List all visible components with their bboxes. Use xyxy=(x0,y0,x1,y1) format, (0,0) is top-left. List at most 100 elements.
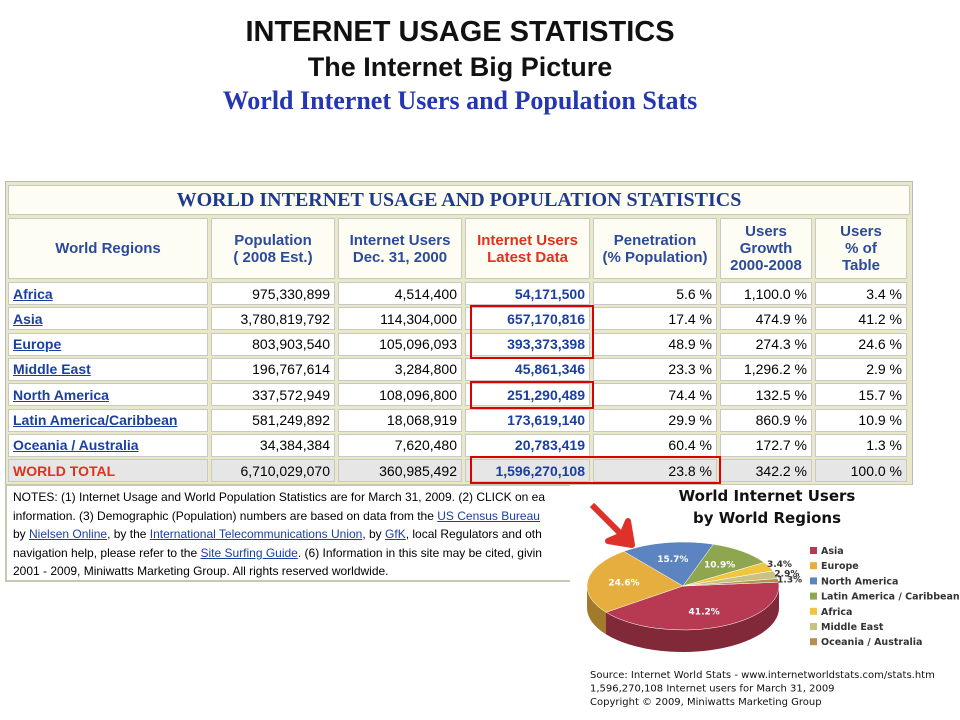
legend-swatch xyxy=(810,623,817,630)
column-header: Internet Users Dec. 31, 2000 xyxy=(338,218,462,279)
note-text: , local Regulators and oth xyxy=(405,527,542,541)
region-link[interactable]: Latin America/Caribbean xyxy=(13,412,178,428)
note-text: , by xyxy=(362,527,386,541)
region-cell: Asia xyxy=(8,307,208,331)
table-cell: 3,780,819,792 xyxy=(211,307,335,331)
note-line: 2001 - 2009, Miniwatts Marketing Group. … xyxy=(13,562,903,580)
region-link[interactable]: Middle East xyxy=(13,361,91,378)
note-text: . (6) Information in this site may be ci… xyxy=(297,545,542,560)
note-link[interactable]: US Census Bureau xyxy=(437,508,540,523)
table-cell: 48.9 % xyxy=(593,332,717,356)
table-cell: 1,100.0 % xyxy=(720,282,812,305)
table-cell: 41.2 % xyxy=(815,307,907,331)
highlight xyxy=(470,456,721,484)
table-cell: 45,861,346 xyxy=(465,357,590,381)
table-cell: 60.4 % xyxy=(593,433,717,457)
legend-label: Oceania / Australia xyxy=(821,637,922,648)
pie-side xyxy=(587,586,607,635)
cell-text: 18,068,919 xyxy=(386,412,457,428)
region-link[interactable]: Asia xyxy=(13,310,43,327)
cell-text: 581,249,892 xyxy=(252,412,330,428)
cell-text: 5.6 % xyxy=(676,285,712,302)
cell-text: 132.5 % xyxy=(755,386,807,403)
total-label: WORLD TOTAL xyxy=(13,462,116,479)
value-label: 24.6% xyxy=(608,578,639,588)
value-label: 1.3% xyxy=(777,576,802,586)
note-link[interactable]: Nielsen Online xyxy=(29,527,108,541)
cell-text: 7,620,480 xyxy=(394,437,457,454)
table-cell: 2.9 % xyxy=(815,357,907,381)
cell-text: 34,384,384 xyxy=(259,437,330,454)
table-cell: 24.6 % xyxy=(815,332,907,356)
table-cell: 657,170,816 xyxy=(465,307,590,331)
cell-text: 105,096,093 xyxy=(379,336,457,353)
subtitle: The Internet Big Picture xyxy=(307,52,613,82)
highlight xyxy=(470,305,594,359)
region-link[interactable]: Oceania / Australia xyxy=(13,437,139,454)
legend-label: Middle East xyxy=(821,622,884,633)
cell-text: 10.9 % xyxy=(858,412,902,428)
table-cell: 173,619,140 xyxy=(465,408,590,432)
region-link[interactable]: Europe xyxy=(13,336,62,353)
note-text: by xyxy=(13,527,30,541)
table-cell: 15.7 % xyxy=(815,383,907,407)
cell-text: 23.8 % xyxy=(668,462,712,479)
region-cell: WORLD TOTAL xyxy=(8,459,208,483)
pie-slice xyxy=(586,551,684,613)
note-text: 2001 - 2009, Miniwatts Marketing Group. … xyxy=(13,564,389,578)
cell-text: 360,985,492 xyxy=(379,462,457,479)
table-cell: 393,373,398 xyxy=(465,332,590,356)
cell-text: 17.4 % xyxy=(668,310,712,327)
region-link[interactable]: North America xyxy=(13,386,109,403)
note-link[interactable]: GfK xyxy=(385,527,406,541)
legend-label: North America xyxy=(821,576,898,587)
table-cell: 29.9 % xyxy=(593,408,717,432)
note-link[interactable]: Site Surfing Guide xyxy=(200,545,298,560)
cell-text: 3,780,819,792 xyxy=(240,310,330,327)
table-cell: 7,620,480 xyxy=(338,433,462,457)
cell-text: 24.6 % xyxy=(858,336,902,353)
region-cell: Africa xyxy=(8,282,208,305)
table-cell: 34,384,384 xyxy=(211,433,335,457)
region-cell: Europe xyxy=(8,332,208,356)
legend-label: Africa xyxy=(821,607,852,618)
table-cell: 196,767,614 xyxy=(211,357,335,381)
note-text: , by the xyxy=(107,527,150,541)
table-cell: 74.4 % xyxy=(593,383,717,407)
cell-text: 975,330,899 xyxy=(252,285,330,302)
cell-text: 41.2 % xyxy=(858,310,902,327)
region-cell: Middle East xyxy=(8,357,208,381)
table-cell: 803,903,540 xyxy=(211,332,335,356)
cell-text: 173,619,140 xyxy=(507,412,585,428)
value-label: 15.7% xyxy=(657,555,688,565)
heading: World Internet Users and Population Stat… xyxy=(222,86,698,115)
cell-text: 15.7 % xyxy=(858,386,902,403)
cell-text: 20,783,419 xyxy=(514,437,585,454)
table-cell: 1,596,270,108 xyxy=(465,459,590,483)
pie-panel: World Internet Users by World Regions 41.2… xyxy=(570,485,960,720)
column-header: Population ( 2008 Est.) xyxy=(211,218,335,279)
cell-text: 23.3 % xyxy=(668,361,712,378)
note-link[interactable]: International Telecommunications Union xyxy=(149,527,363,541)
note-line: by Nielsen Online, by the International … xyxy=(13,525,903,544)
column-header: Users % of Table xyxy=(815,218,907,279)
highlight xyxy=(470,381,594,409)
column-header: World Regions xyxy=(8,218,208,279)
pie-side xyxy=(606,586,779,652)
table-cell: 108,096,800 xyxy=(338,383,462,407)
pie-slice xyxy=(682,543,765,587)
region-link[interactable]: Africa xyxy=(13,285,53,302)
table-cell: 1,296.2 % xyxy=(720,357,812,381)
value-label: 41.2% xyxy=(689,607,720,617)
chart-title: World Internet Users xyxy=(679,487,856,505)
legend-swatch xyxy=(810,562,817,570)
region-cell: Oceania / Australia xyxy=(8,433,208,457)
cell-text: 393,373,398 xyxy=(507,336,585,353)
cell-text: 100.0 % xyxy=(850,462,902,479)
column-header: Penetration (% Population) xyxy=(593,218,717,279)
table-cell: 17.4 % xyxy=(593,307,717,331)
legend-swatch xyxy=(810,638,817,646)
cell-text: 114,304,000 xyxy=(380,310,457,327)
cell-text: 1.3 % xyxy=(866,437,902,454)
table-cell: 337,572,949 xyxy=(211,383,335,407)
